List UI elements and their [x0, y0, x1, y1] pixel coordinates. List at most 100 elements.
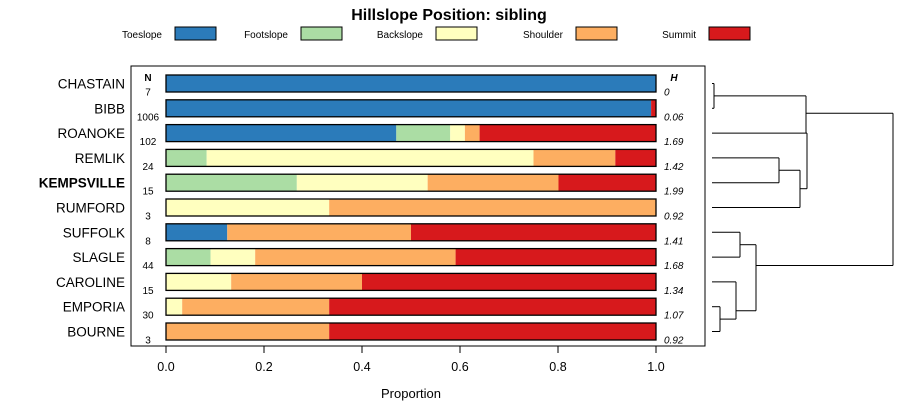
legend-swatch-shoulder	[575, 26, 618, 41]
bar-roanoke-backslope	[450, 124, 465, 142]
x-axis: 0.0 0.2 0.4 0.6 0.8 1.0	[157, 345, 665, 374]
row-label-bourne: BOURNE	[67, 325, 125, 340]
x-tick-label-0: 0.0	[157, 360, 174, 374]
bar-suffolk-toeslope	[166, 223, 228, 241]
bar-kempsville-footslope	[166, 174, 297, 192]
n-value-remlik: 24	[142, 162, 154, 173]
bar-kempsville-shoulder	[427, 174, 559, 192]
legend: Toeslope Footslope Backslope Shoulder Summit	[122, 26, 751, 41]
row-label-caroline: CAROLINE	[56, 275, 125, 290]
bar-kempsville-summit	[558, 174, 657, 192]
x-axis-label: Proportion	[381, 386, 441, 401]
legend-label-summit: Summit	[662, 30, 696, 41]
bar-bibb-summit	[651, 99, 656, 117]
dendrogram	[712, 83, 894, 332]
legend-swatch-summit	[708, 26, 751, 41]
h-value-roanoke: 1.69	[664, 137, 684, 148]
bar-suffolk-summit	[411, 223, 656, 241]
h-value-bourne: 0.92	[664, 336, 684, 347]
h-value-bibb: 0.06	[664, 112, 684, 123]
legend-swatch-toeslope	[174, 26, 217, 41]
bar-slagle-footslope	[166, 248, 211, 266]
bar-remlik-footslope	[166, 149, 207, 167]
n-value-rumford: 3	[145, 212, 151, 223]
n-value-kempsville: 15	[142, 187, 154, 198]
bars-group	[165, 74, 657, 341]
h-value-slagle: 1.68	[664, 261, 684, 272]
bar-caroline-summit	[362, 273, 656, 291]
h-header: H	[670, 73, 678, 84]
x-tick-label-2: 0.4	[353, 360, 370, 374]
row-label-bibb: BIBB	[94, 101, 125, 116]
row-label-roanoke: ROANOKE	[57, 126, 125, 141]
bar-roanoke-summit	[479, 124, 656, 142]
n-value-emporia: 30	[142, 311, 154, 322]
row-label-remlik: REMLIK	[75, 151, 125, 166]
n-value-slagle: 44	[142, 261, 154, 272]
h-value-caroline: 1.34	[664, 286, 684, 297]
h-value-suffolk: 1.41	[664, 236, 683, 247]
bar-kempsville-backslope	[296, 174, 428, 192]
chart-title: Hillslope Position: sibling	[351, 7, 547, 24]
row-label-slagle: SLAGLE	[72, 250, 125, 265]
h-value-kempsville: 1.99	[664, 187, 684, 198]
bar-slagle-shoulder	[255, 248, 456, 266]
bar-chastain-toeslope	[166, 75, 656, 92]
legend-swatch-footslope	[300, 26, 343, 41]
n-value-chastain: 7	[145, 88, 151, 99]
bar-roanoke-shoulder	[464, 124, 480, 142]
legend-label-shoulder: Shoulder	[523, 30, 564, 41]
h-value-rumford: 0.92	[664, 212, 684, 223]
bar-outline-emporia	[165, 297, 657, 316]
x-tick-label-1: 0.2	[255, 360, 272, 374]
bar-outline-bourne	[165, 322, 657, 341]
bar-outline-chastain	[165, 74, 657, 93]
legend-swatch-backslope	[435, 26, 478, 41]
legend-label-footslope: Footslope	[244, 30, 288, 41]
x-tick-label-5: 1.0	[647, 360, 664, 374]
row-label-suffolk: SUFFOLK	[63, 225, 125, 240]
bar-remlik-summit	[615, 149, 656, 167]
bar-caroline-backslope	[166, 273, 232, 291]
bar-outline-roanoke	[165, 123, 657, 143]
bar-remlik-backslope	[206, 149, 534, 167]
bar-roanoke-toeslope	[166, 124, 397, 142]
n-value-roanoke: 102	[140, 137, 157, 148]
row-labels-group: CHASTAIN 7 0 BIBB 1006 0.06 ROANOKE 102 1.69 REML…	[39, 77, 684, 347]
bar-caroline-shoulder	[231, 273, 362, 291]
h-value-remlik: 1.42	[664, 162, 684, 173]
n-value-caroline: 15	[142, 286, 154, 297]
bar-outline-kempsville	[165, 173, 657, 192]
bar-emporia-backslope	[166, 298, 183, 316]
legend-label-backslope: Backslope	[377, 30, 424, 41]
x-tick-label-4: 0.8	[549, 360, 566, 374]
x-tick-label-3: 0.6	[451, 360, 468, 374]
bar-emporia-shoulder	[182, 298, 330, 316]
row-label-emporia: EMPORIA	[63, 300, 125, 315]
n-header: N	[144, 73, 151, 84]
h-value-emporia: 1.07	[664, 311, 684, 322]
n-value-suffolk: 8	[145, 236, 151, 247]
bar-outline-suffolk	[165, 223, 657, 242]
row-label-kempsville: KEMPSVILLE	[39, 176, 125, 191]
bar-rumford-shoulder	[329, 199, 656, 216]
bar-outline-slagle	[165, 247, 657, 267]
bar-bourne-summit	[329, 323, 656, 340]
bar-bourne-shoulder	[166, 323, 330, 340]
h-value-chastain: 0	[664, 88, 670, 99]
bar-remlik-shoulder	[533, 149, 616, 167]
bar-slagle-backslope	[210, 248, 256, 266]
row-label-chastain: CHASTAIN	[58, 77, 125, 92]
bar-suffolk-shoulder	[227, 223, 411, 241]
bar-bibb-toeslope	[166, 99, 652, 117]
bar-outline-bibb	[165, 99, 657, 118]
bar-outline-remlik	[165, 148, 657, 168]
bar-slagle-summit	[455, 248, 656, 266]
bar-roanoke-footslope	[396, 124, 451, 142]
bar-rumford-backslope	[166, 199, 330, 216]
bar-outline-rumford	[165, 198, 657, 217]
row-label-rumford: RUMFORD	[56, 201, 125, 216]
n-value-bibb: 1006	[137, 112, 160, 123]
n-value-bourne: 3	[145, 336, 151, 347]
